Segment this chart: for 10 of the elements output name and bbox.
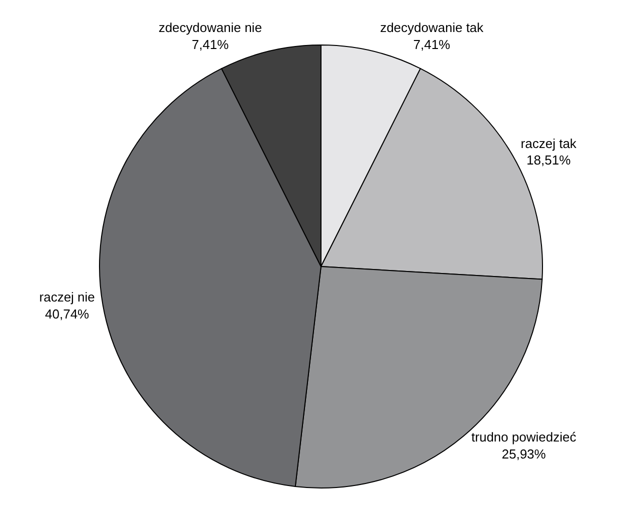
data-label: 25,93% — [502, 446, 546, 462]
slice-label: raczej tak — [520, 136, 577, 151]
data-label: 7,41% — [413, 36, 451, 52]
slice-label: zdecydowanie tak — [380, 20, 484, 35]
slice-label: zdecydowanie nie — [158, 20, 262, 35]
slice-label: raczej nie — [39, 290, 95, 305]
data-label: 18,51% — [526, 152, 572, 168]
data-label: 7,41% — [192, 36, 230, 52]
data-label: 40,74% — [45, 306, 90, 322]
slice-label: trudno powiedzieć — [471, 430, 577, 445]
